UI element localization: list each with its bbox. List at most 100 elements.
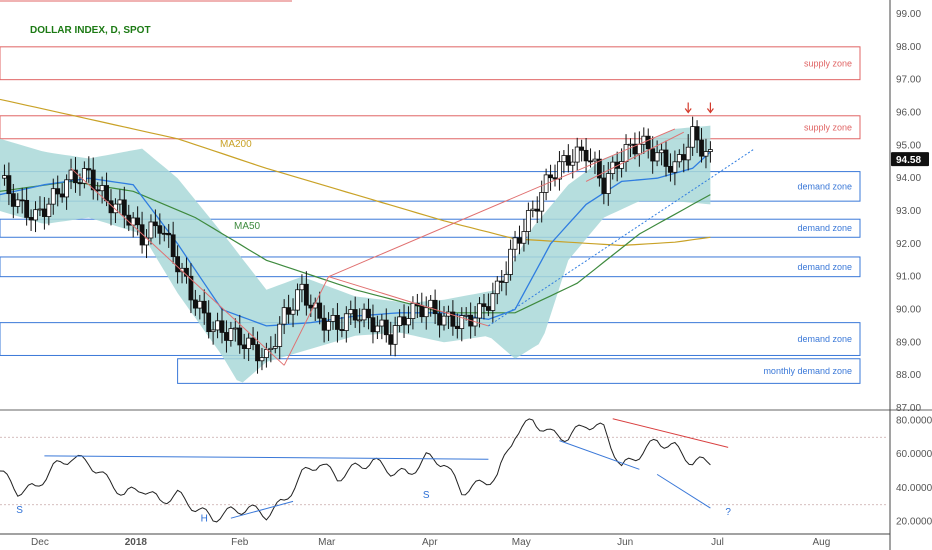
candle (139, 211, 145, 254)
candle-body (281, 307, 287, 325)
time-tick-label: Aug (813, 537, 831, 548)
time-tick-label: Jun (617, 537, 633, 548)
candle-body (561, 155, 567, 163)
candle-body (517, 237, 522, 244)
candle-body (68, 169, 74, 181)
candle-body (317, 302, 323, 319)
candle-body (197, 300, 203, 309)
zone-label-6: demand zone (797, 334, 852, 344)
candle-body (10, 193, 16, 207)
price-tick-label: 97.00 (896, 75, 921, 86)
candle-body (90, 169, 96, 191)
candle-body (357, 319, 363, 322)
candle-body (326, 320, 331, 331)
osc-falling-line-2 (656, 473, 711, 509)
candle (685, 134, 691, 171)
candle-body (308, 304, 314, 309)
candle (166, 224, 172, 248)
candle-body (290, 309, 296, 315)
candle-body (583, 149, 589, 162)
candle (406, 306, 411, 334)
candle (299, 274, 305, 303)
candle-body (157, 225, 163, 234)
candle (645, 128, 651, 159)
candle-body (192, 299, 198, 309)
candle-body (481, 303, 487, 307)
time-tick-label: Jul (711, 537, 724, 548)
candle (24, 187, 30, 226)
channel-line (585, 131, 684, 182)
candle-body (699, 139, 704, 157)
candle-body (19, 199, 25, 202)
candle-body (419, 305, 425, 318)
candle (175, 245, 181, 284)
candle (694, 120, 700, 154)
candle-body (299, 283, 305, 291)
candle-body (179, 267, 185, 273)
candle (681, 143, 687, 173)
candle-body (632, 143, 638, 155)
candle-body (574, 146, 580, 163)
candle-body (379, 319, 385, 327)
candle (19, 187, 25, 214)
candle-body (117, 199, 123, 205)
candle-body (650, 148, 656, 162)
down-arrow-head-2 (706, 108, 714, 114)
candle (10, 183, 16, 219)
candle (605, 162, 611, 206)
candle (579, 139, 585, 162)
candle (55, 175, 61, 207)
candle (321, 305, 327, 343)
candle (339, 316, 345, 338)
candle-body (161, 232, 167, 235)
candle-body (530, 208, 536, 211)
candle (95, 182, 101, 201)
candle (232, 318, 238, 342)
candle (477, 297, 482, 328)
candle (6, 162, 12, 206)
candle-body (339, 329, 345, 331)
candle-body (641, 135, 647, 145)
candle-body (410, 302, 416, 319)
candle-body (508, 248, 514, 275)
candle (481, 294, 487, 320)
candle-body (383, 319, 389, 336)
candle (441, 306, 447, 331)
candle (588, 148, 593, 168)
time-tick-label: 2018 (125, 537, 148, 548)
trend-dotted-line (488, 148, 756, 327)
candle (290, 298, 296, 328)
candle (508, 239, 514, 281)
candle (157, 213, 163, 245)
candle (565, 144, 571, 173)
candle-body (361, 308, 367, 321)
oscillator-layer: S H S? (0, 409, 932, 525)
candle (33, 201, 38, 233)
candle (668, 153, 673, 182)
candle-body (605, 173, 611, 194)
time-tick-label: Apr (422, 537, 438, 548)
candle (530, 200, 536, 218)
zone-box-4 (0, 218, 861, 238)
candle-body (255, 344, 260, 362)
candle (268, 336, 274, 363)
candle (99, 176, 105, 204)
candle-body (152, 221, 158, 227)
candle-body (113, 203, 118, 214)
candle (250, 327, 256, 351)
candle-body (703, 151, 709, 157)
candle (450, 300, 456, 336)
candle-body (42, 208, 47, 217)
candle-body (401, 316, 407, 326)
candle-body (148, 221, 154, 239)
candle (343, 306, 349, 343)
candle (463, 307, 469, 321)
osc-label-3: S (423, 490, 430, 501)
candle-body (463, 314, 469, 317)
candle-body (494, 280, 500, 295)
candle (557, 151, 562, 191)
osc-label-1: S (16, 505, 23, 516)
candle (490, 282, 496, 323)
